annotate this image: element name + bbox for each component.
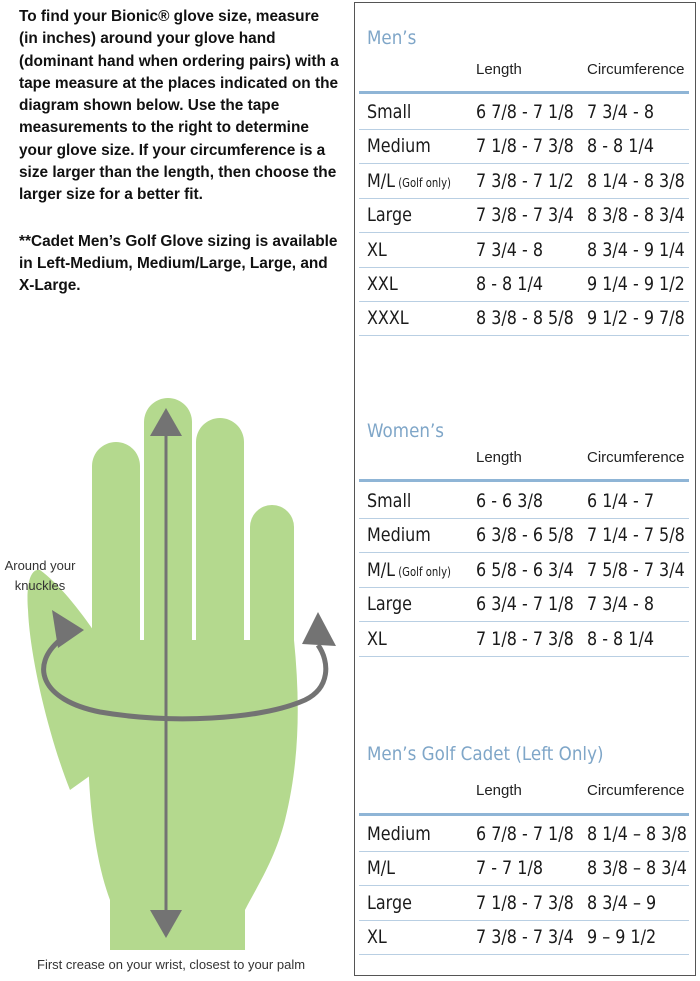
size-cell: Large bbox=[367, 891, 412, 914]
size-cell: M/L (Golf only) bbox=[367, 169, 451, 192]
size-cell: Small bbox=[367, 490, 412, 512]
size-cell: M/L (Golf only) bbox=[367, 558, 451, 581]
length-cell: 6 7/8 - 7 1/8 bbox=[476, 823, 574, 845]
table-row: XL 7 1/8 - 7 3/8 8 - 8 1/4 bbox=[359, 622, 689, 657]
size-cell: Medium bbox=[367, 823, 431, 845]
table-row: M/L (Golf only) 7 3/8 - 7 1/2 8 1/4 - 8 3/… bbox=[359, 164, 689, 199]
length-cell: 6 7/8 - 7 1/8 bbox=[476, 101, 574, 123]
cadet-circumference-header: Circumference bbox=[587, 782, 685, 799]
table-row: Medium 6 7/8 - 7 1/8 8 1/4 – 8 3/8 bbox=[359, 817, 689, 852]
length-cell: 8 3/8 - 8 5/8 bbox=[476, 307, 574, 330]
circumference-cell: 8 3/8 - 8 3/4 bbox=[587, 204, 685, 227]
length-cell: 7 1/8 - 7 3/8 bbox=[476, 135, 574, 158]
womens-circumference-header: Circumference bbox=[587, 449, 685, 466]
mens-length-header: Length bbox=[476, 61, 522, 78]
intro-text: To find your Bionic® glove size, measure… bbox=[19, 6, 339, 298]
hand-shape bbox=[27, 398, 298, 950]
table-row: XL 7 3/4 - 8 8 3/4 - 9 1/4 bbox=[359, 233, 689, 268]
length-cell: 7 3/8 - 7 3/4 bbox=[476, 204, 574, 227]
table-row: Large 6 3/4 - 7 1/8 7 3/4 - 8 bbox=[359, 587, 689, 623]
table-row: XL 7 3/8 - 7 3/4 9 – 9 1/2 bbox=[359, 920, 689, 956]
table-row: Medium 6 3/8 - 6 5/8 7 1/4 - 7 5/8 bbox=[359, 518, 689, 554]
circumference-arrow bbox=[41, 610, 336, 722]
golf-only-note: (Golf only) bbox=[395, 564, 451, 579]
circumference-cell: 8 1/4 – 8 3/8 bbox=[587, 823, 687, 845]
size-cell: Medium bbox=[367, 524, 431, 547]
length-cell: 7 3/4 - 8 bbox=[476, 238, 543, 261]
womens-header-rule bbox=[359, 479, 689, 482]
table-row: Small 6 7/8 - 7 1/8 7 3/4 - 8 bbox=[359, 95, 689, 130]
knuckles-label: Around your knuckles bbox=[0, 556, 80, 596]
length-cell: 6 3/8 - 6 5/8 bbox=[476, 524, 574, 547]
size-cell: Large bbox=[367, 593, 412, 616]
knuckles-label-line1: Around your bbox=[4, 558, 76, 573]
wrist-label: First crease on your wrist, closest to y… bbox=[37, 957, 306, 972]
length-cell: 7 1/8 - 7 3/8 bbox=[476, 627, 574, 650]
size-cell: M/L bbox=[367, 857, 396, 880]
size-cell: XL bbox=[367, 627, 387, 650]
circumference-cell: 7 5/8 - 7 3/4 bbox=[587, 558, 685, 581]
length-cell: 7 3/8 - 7 3/4 bbox=[476, 926, 574, 949]
circumference-cell: 7 1/4 - 7 5/8 bbox=[587, 524, 685, 547]
size-cell: XXXL bbox=[367, 307, 409, 330]
table-row: XXL 8 - 8 1/4 9 1/4 - 9 1/2 bbox=[359, 267, 689, 302]
table-row: M/L 7 - 7 1/8 8 3/8 – 8 3/4 bbox=[359, 851, 689, 887]
size-cell: Large bbox=[367, 204, 412, 227]
table-row: Large 7 3/8 - 7 3/4 8 3/8 - 8 3/4 bbox=[359, 198, 689, 234]
cadet-note: **Cadet Men’s Golf Glove sizing is avail… bbox=[19, 232, 338, 295]
length-cell: 7 - 7 1/8 bbox=[476, 857, 543, 880]
circumference-cell: 9 1/4 - 9 1/2 bbox=[587, 273, 685, 295]
length-cell: 7 3/8 - 7 1/2 bbox=[476, 169, 574, 192]
table-row: Medium 7 1/8 - 7 3/8 8 - 8 1/4 bbox=[359, 129, 689, 165]
cadet-header-rule bbox=[359, 813, 689, 816]
table-row: XXXL 8 3/8 - 8 5/8 9 1/2 - 9 7/8 bbox=[359, 301, 689, 337]
length-cell: 6 3/4 - 7 1/8 bbox=[476, 593, 574, 616]
golf-only-note: (Golf only) bbox=[395, 175, 451, 190]
size-chart-panel: Men’s Length Circumference Small 6 7/8 - … bbox=[354, 2, 696, 976]
length-cell: 7 1/8 - 7 3/8 bbox=[476, 891, 574, 914]
size-cell: Medium bbox=[367, 135, 431, 158]
circumference-cell: 8 3/4 – 9 bbox=[587, 891, 657, 914]
circumference-cell: 7 3/4 - 8 bbox=[587, 101, 654, 123]
size-cell: XXL bbox=[367, 273, 398, 295]
length-cell: 8 - 8 1/4 bbox=[476, 273, 543, 295]
cadet-length-header: Length bbox=[476, 782, 522, 799]
circumference-cell: 8 1/4 - 8 3/8 bbox=[587, 169, 685, 192]
mens-header-rule bbox=[359, 91, 689, 94]
circumference-cell: 9 – 9 1/2 bbox=[587, 926, 657, 949]
size-cell: XL bbox=[367, 238, 387, 261]
intro-paragraph: To find your Bionic® glove size, measure… bbox=[19, 8, 339, 204]
mens-title: Men’s bbox=[367, 27, 417, 49]
mens-circumference-header: Circumference bbox=[587, 61, 685, 78]
womens-length-header: Length bbox=[476, 449, 522, 466]
hand-illustration bbox=[27, 398, 336, 950]
circumference-cell: 9 1/2 - 9 7/8 bbox=[587, 307, 685, 330]
table-row: Large 7 1/8 - 7 3/8 8 3/4 – 9 bbox=[359, 886, 689, 921]
circumference-cell: 6 1/4 - 7 bbox=[587, 490, 654, 512]
size-cell: Small bbox=[367, 101, 412, 123]
cadet-title: Men’s Golf Cadet (Left Only) bbox=[367, 743, 604, 765]
length-arrow bbox=[150, 408, 182, 938]
circumference-cell: 8 3/4 - 9 1/4 bbox=[587, 238, 685, 261]
circumference-cell: 8 3/8 – 8 3/4 bbox=[587, 857, 687, 880]
table-row: M/L (Golf only) 6 5/8 - 6 3/4 7 5/8 - 7 3/… bbox=[359, 553, 689, 588]
circumference-cell: 8 - 8 1/4 bbox=[587, 627, 654, 650]
hand-diagram bbox=[0, 385, 345, 981]
size-cell: XL bbox=[367, 926, 387, 949]
table-row: Small 6 - 6 3/8 6 1/4 - 7 bbox=[359, 484, 689, 519]
womens-title: Women’s bbox=[367, 420, 444, 442]
length-cell: 6 - 6 3/8 bbox=[476, 490, 543, 512]
circumference-cell: 7 3/4 - 8 bbox=[587, 593, 654, 616]
knuckles-label-line2: knuckles bbox=[14, 578, 66, 593]
circumference-cell: 8 - 8 1/4 bbox=[587, 135, 654, 158]
length-cell: 6 5/8 - 6 3/4 bbox=[476, 558, 574, 581]
